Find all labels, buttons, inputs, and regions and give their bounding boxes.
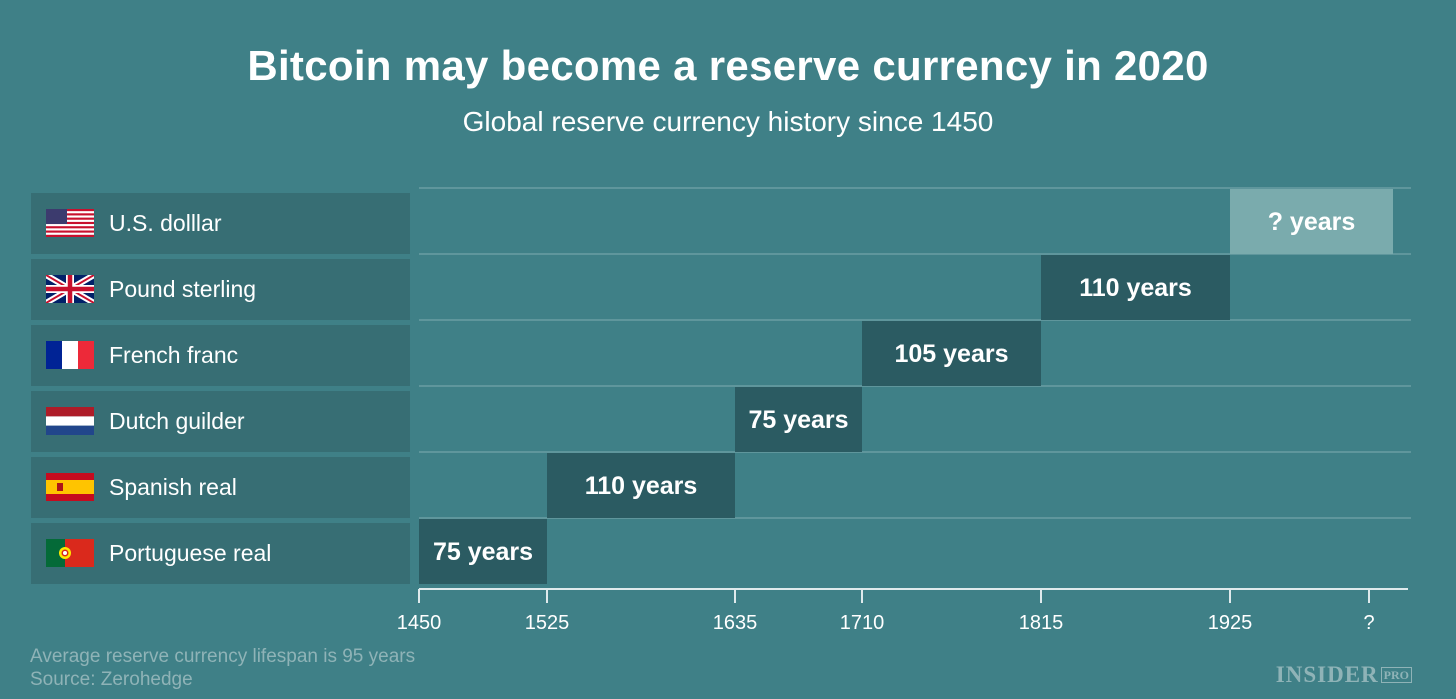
row-label-dutch-guilder: Dutch guilder [31,391,410,452]
row-label-french-franc: French franc [31,325,410,386]
currency-name: Portuguese real [109,540,272,566]
currency-name: Pound sterling [109,276,257,302]
row-label-portuguese-real: Portuguese real [31,523,410,584]
x-tick-label: 1635 [713,612,758,634]
insider-pro-logo: INSIDER PRO [1276,662,1412,688]
x-tick-label: 1525 [525,612,570,634]
x-tick-label: ? [1363,612,1374,634]
currency-name: French franc [109,342,239,368]
currency-name: Dutch guilder [109,408,245,434]
currency-name: Spanish real [109,474,237,500]
x-tick-label: 1450 [397,612,442,634]
chart-title: Bitcoin may become a reserve currency in… [247,42,1209,89]
logo-text: INSIDER [1275,662,1379,687]
portugal-flag-icon [46,539,94,567]
x-tick-label: 1710 [840,612,885,634]
bar-french-franc [862,321,1041,386]
bar-portuguese-real [419,519,547,584]
bar-dutch-guilder [735,387,862,452]
footnote-source: Source: Zerohedge [30,669,193,690]
uk-flag-icon [46,275,94,303]
bar-label: 75 years [433,538,533,566]
chart-subtitle: Global reserve currency history since 14… [462,106,994,137]
row-label-pound-sterling: Pound sterling [31,259,410,320]
row-label-spanish-real: Spanish real [31,457,410,518]
netherlands-flag-icon [46,407,94,435]
x-tick-label: 1815 [1019,612,1064,634]
x-tick-label: 1925 [1208,612,1253,634]
bar-label: 110 years [585,472,698,500]
spain-flag-icon [46,473,94,501]
bar-label: ? years [1268,208,1356,236]
bar-spanish-real [547,453,735,518]
bar-label: 75 years [748,406,848,434]
france-flag-icon [46,341,94,369]
bar-label: 110 years [1079,274,1192,302]
bar-label: 105 years [894,340,1008,368]
us-flag-icon [46,209,94,237]
row-label-us-dollar: U.S. dolllar [31,193,410,254]
logo-badge: PRO [1380,667,1412,683]
footnote-lifespan: Average reserve currency lifespan is 95 … [30,646,416,667]
footnote: Average reserve currency lifespan is 95 … [30,645,415,691]
currency-name: U.S. dolllar [109,210,222,236]
bar-pound-sterling [1041,255,1230,320]
bar-u-s-dolllar [1230,189,1393,254]
